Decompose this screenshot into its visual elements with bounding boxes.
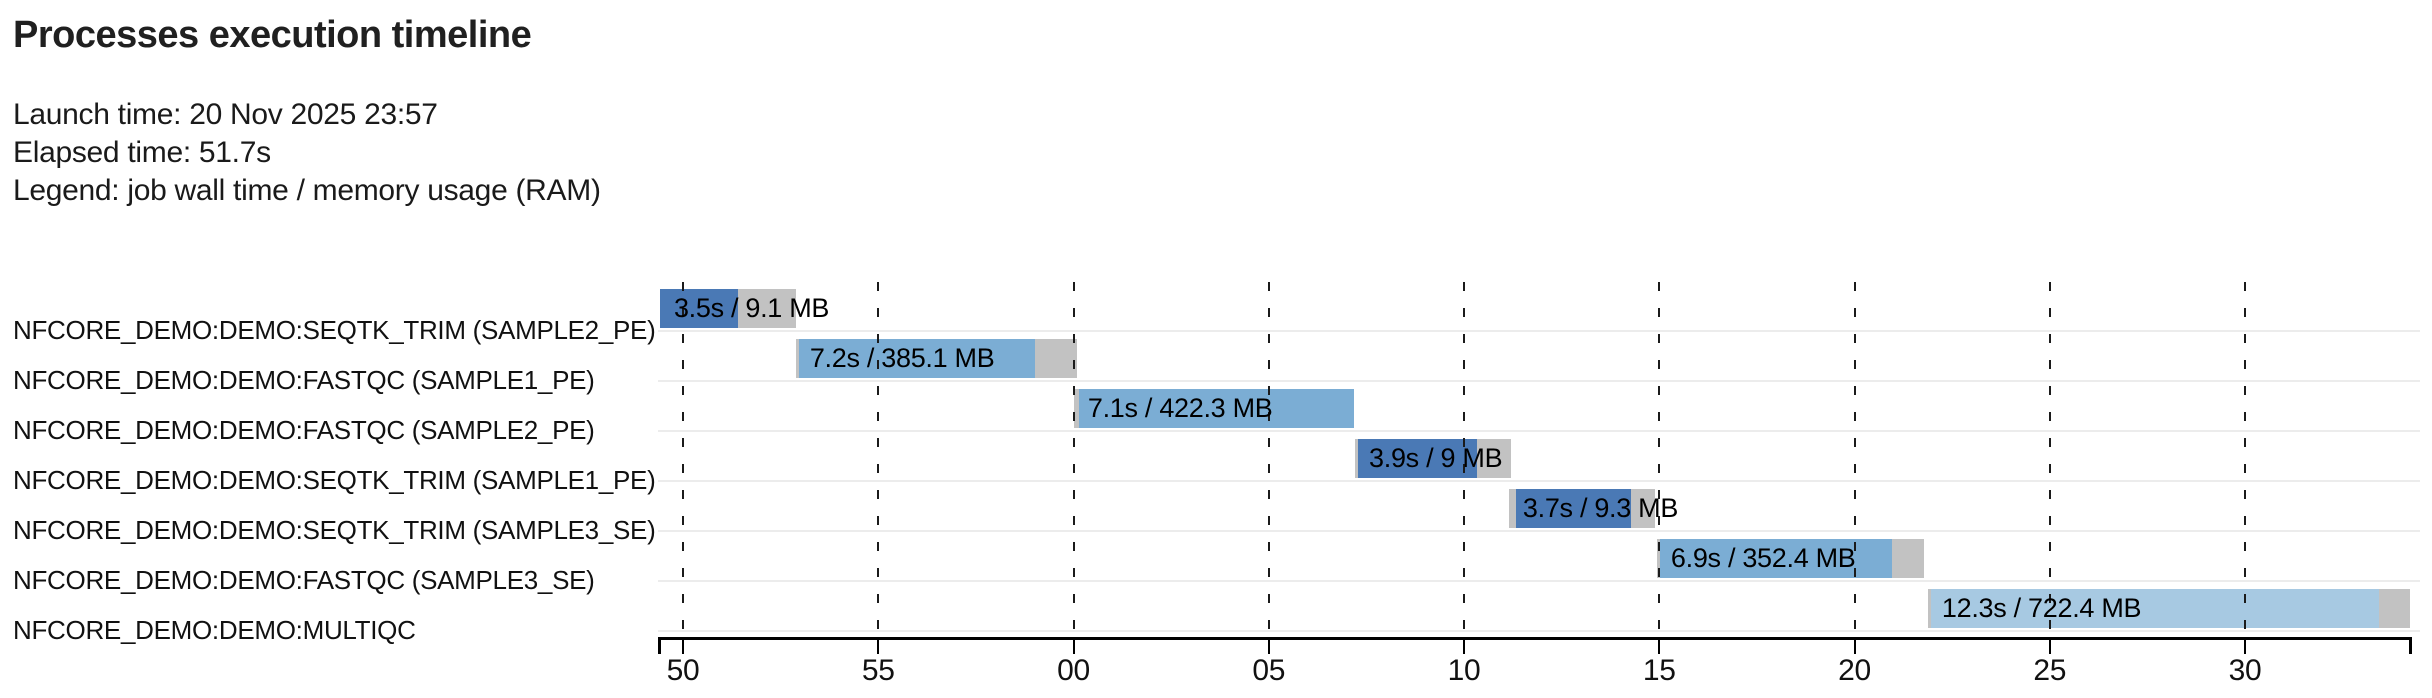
timeline-bar-segment-run [798,339,1035,378]
grid-line [1267,282,1270,637]
elapsed-time-line: Elapsed time: 51.7s [13,136,271,169]
process-label: NFCORE_DEMO:DEMO:MULTIQC [13,615,416,645]
timeline-bar-segment-run [1931,589,2379,628]
timeline-bar-segment-post [1034,339,1077,378]
row-separator [658,330,2420,332]
x-axis-tick-label: 05 [1252,654,1286,687]
grid-line [2048,282,2051,637]
report-meta: Launch time: 20 Nov 2025 23:57 Elapsed t… [13,96,601,210]
process-label: NFCORE_DEMO:DEMO:SEQTK_TRIM (SAMPLE3_SE) [13,515,656,545]
row-separator [658,630,2420,632]
x-axis-tick-label: 30 [2228,654,2262,687]
process-label: NFCORE_DEMO:DEMO:FASTQC (SAMPLE1_PE) [13,365,595,395]
timeline-bar-segment-pre [1508,489,1516,528]
x-axis-tick [2048,637,2051,654]
timeline-bar-segment-post [738,289,796,328]
grid-line [682,282,684,637]
timeline-bar-segment-post [1891,539,1924,578]
row-separator [658,530,2420,532]
timeline-bar-segment-post [1631,489,1655,528]
timeline-bar-segment-run [659,289,739,328]
timeline-bar-segment-post [1476,439,1511,478]
row-separator [658,480,2420,482]
bar-value-label: 3.9s / 9 MB [1369,443,1503,473]
x-axis-tick [1463,637,1465,654]
grid-line [1658,282,1661,637]
grid-line [877,282,880,637]
bar-value-label: 12.3s / 722.4 MB [1941,593,2142,623]
x-axis-tick [877,637,880,654]
grid-line [1853,282,1856,637]
row-separator [658,430,2420,432]
timeline-bar-segment-run [1078,389,1354,428]
timeline-bar-segment-run [1357,439,1477,478]
x-axis-tick-label: 10 [1447,654,1481,687]
timeline-bar-segment-pre [795,339,799,378]
row-separator [658,580,2420,582]
process-label: NFCORE_DEMO:DEMO:SEQTK_TRIM (SAMPLE1_PE) [13,465,656,495]
bar-value-label: 6.9s / 352.4 MB [1670,543,1856,573]
timeline-bar-segment-run [1660,539,1892,578]
x-axis-tick [1267,637,1270,654]
x-axis-tick-label: 55 [861,654,895,687]
page-title: Processes execution timeline [13,14,532,56]
x-axis-tick-label: 25 [2033,654,2067,687]
bar-value-label: 7.2s / 385.1 MB [809,343,995,373]
x-axis-tick [682,637,684,654]
timeline-bar-segment-pre [1073,389,1079,428]
legend-line: Legend: job wall time / memory usage (RA… [13,174,601,207]
launch-time-line: Launch time: 20 Nov 2025 23:57 [13,98,438,131]
x-axis-line [658,637,2412,640]
x-axis-end-cap [658,637,661,654]
timeline-bar-segment-pre [1355,439,1358,478]
x-axis-end-cap [2409,637,2412,654]
x-axis-tick-label: 00 [1057,654,1090,687]
timeline-bar-segment-pre [1927,589,1932,628]
bar-value-label: 3.7s / 9.3 MB [1522,493,1679,523]
process-label: NFCORE_DEMO:DEMO:SEQTK_TRIM (SAMPLE2_PE) [13,315,656,345]
row-separator [658,380,2420,382]
grid-line [2244,282,2246,637]
process-label: NFCORE_DEMO:DEMO:FASTQC (SAMPLE2_PE) [13,415,595,445]
bar-value-label: 3.5s / 9.1 MB [673,293,830,323]
x-axis-tick [2244,637,2246,654]
x-axis-tick [1658,637,1661,654]
timeline-bar-segment-post [2378,589,2410,628]
timeline-bar-segment-run [1515,489,1632,528]
x-axis-tick-label: 50 [666,654,700,687]
x-axis-tick-label: 20 [1838,654,1871,687]
process-label: NFCORE_DEMO:DEMO:FASTQC (SAMPLE3_SE) [13,565,595,595]
grid-line [1072,282,1075,637]
x-axis-tick-label: 15 [1642,654,1676,687]
bar-value-label: 7.1s / 422.3 MB [1087,393,1273,423]
grid-line [1463,282,1465,637]
x-axis-tick [1853,637,1856,654]
x-axis-tick [1072,637,1075,654]
